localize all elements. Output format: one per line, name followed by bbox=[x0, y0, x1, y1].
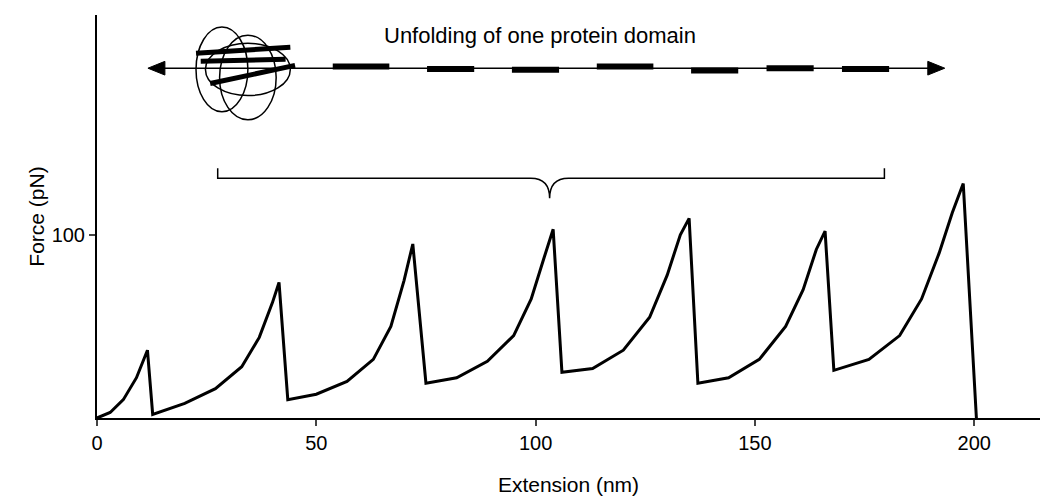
svg-text:0: 0 bbox=[91, 432, 102, 454]
svg-text:150: 150 bbox=[738, 432, 771, 454]
svg-text:100: 100 bbox=[519, 432, 552, 454]
svg-text:Force (pN): Force (pN) bbox=[25, 166, 48, 266]
svg-text:100: 100 bbox=[52, 224, 85, 246]
svg-text:200: 200 bbox=[958, 432, 991, 454]
svg-text:50: 50 bbox=[305, 432, 327, 454]
svg-text:Extension (nm): Extension (nm) bbox=[498, 473, 639, 496]
svg-text:Unfolding of one protein domai: Unfolding of one protein domain bbox=[384, 23, 696, 48]
